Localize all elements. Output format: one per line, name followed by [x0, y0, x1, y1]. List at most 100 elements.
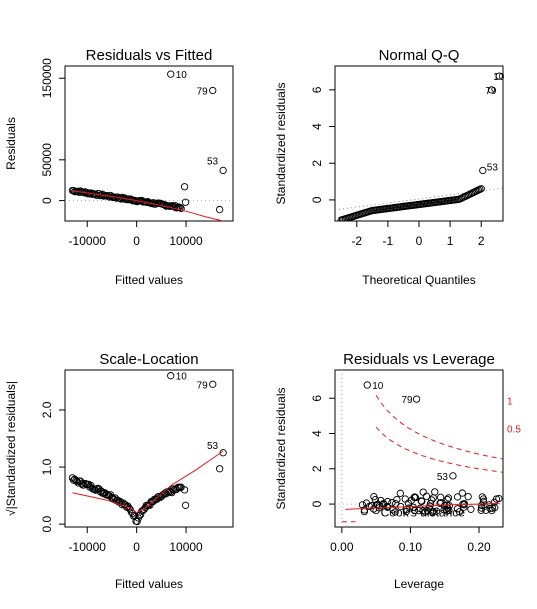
data-point	[396, 489, 404, 497]
x-tick-label: 0	[133, 234, 140, 248]
y-axis-label: Standardized residuals	[274, 387, 288, 509]
x-tick-label: -1	[383, 234, 394, 248]
x-axis-label: Leverage	[394, 577, 444, 591]
point-label-10: 10	[493, 72, 505, 83]
data-point	[444, 494, 453, 502]
x-tick-label: -10000	[69, 540, 107, 554]
data-point	[72, 476, 80, 485]
data-point	[181, 501, 190, 509]
x-tick-label: 0.00	[330, 540, 354, 554]
plot-title: Scale-Location	[99, 351, 198, 368]
data-point	[73, 477, 81, 486]
data-point	[419, 488, 427, 496]
data-point	[453, 493, 462, 501]
panel-4: Residuals vs Leverage Leverage Standardize…	[274, 351, 521, 591]
data-point	[431, 488, 439, 496]
data-point	[216, 465, 224, 473]
data-point	[216, 205, 224, 214]
data-point	[477, 185, 485, 193]
panel-1: Residuals vs Fitted Fitted values Residual…	[4, 47, 234, 287]
plot-frame	[64, 65, 234, 222]
data-point	[180, 183, 189, 191]
x-tick-label: -2	[351, 234, 362, 248]
x-tick-label: 10000	[169, 234, 203, 248]
y-tick-label: 6	[310, 395, 324, 402]
y-tick-label: 4	[310, 430, 324, 437]
data-point	[172, 485, 181, 494]
data-point	[391, 508, 399, 516]
data-point	[371, 495, 379, 504]
data-point	[486, 504, 494, 513]
point-label-79: 79	[485, 86, 497, 97]
x-axis-label: Fitted values	[115, 577, 183, 591]
y-tick-label: 0	[40, 197, 54, 204]
data-point	[481, 502, 489, 510]
point-label-79: 79	[197, 380, 209, 391]
data-point	[125, 504, 133, 512]
plot-title: Normal Q-Q	[379, 47, 460, 64]
data-point	[133, 517, 141, 526]
y-tick-label: 4	[310, 123, 324, 130]
y-tick-label: 0	[310, 196, 324, 203]
plot-frame	[334, 65, 504, 222]
point-label-79: 79	[197, 86, 209, 97]
plot-area	[335, 370, 503, 527]
cooks-distance-legend: Cook's distance	[381, 505, 466, 519]
data-point	[477, 504, 486, 512]
data-point	[407, 496, 416, 504]
labeled-point-53	[219, 166, 227, 175]
labeled-point-79	[487, 86, 496, 94]
point-label-10: 10	[176, 372, 188, 383]
x-tick-label: 10000	[169, 540, 203, 554]
data-point	[181, 198, 190, 206]
data-point	[402, 507, 410, 516]
plot-title: Residuals vs Fitted	[86, 47, 213, 64]
plot-frame	[64, 369, 234, 528]
panel-2: Normal Q-Q Theoretical Quantiles Standardi…	[274, 47, 505, 287]
x-tick-label: -10000	[69, 234, 107, 248]
labeled-point-79	[412, 395, 421, 403]
labeled-point-79	[209, 380, 217, 388]
labeled-point-53	[449, 472, 457, 480]
data-point	[393, 495, 401, 504]
point-label-53: 53	[437, 472, 449, 483]
y-tick-label: 2.0	[40, 401, 54, 418]
data-point	[488, 504, 497, 512]
data-point	[177, 204, 185, 213]
point-label-10: 10	[372, 381, 384, 392]
y-tick-label: 0.0	[40, 515, 54, 532]
data-point	[453, 505, 462, 513]
x-tick-label: 0.10	[399, 540, 423, 554]
smoother-line	[72, 190, 224, 221]
data-point	[445, 502, 453, 510]
data-point	[479, 495, 488, 503]
labeled-point-10	[167, 372, 175, 380]
data-point	[358, 501, 367, 509]
data-point	[135, 511, 144, 520]
point-label-10: 10	[176, 70, 188, 81]
data-point	[437, 498, 445, 507]
x-tick-label: 1	[447, 234, 454, 248]
contour-label-1: 1	[507, 396, 513, 407]
data-point	[482, 506, 490, 514]
y-axis-label: √|Standardized residuals|	[4, 381, 18, 516]
plot-title: Residuals vs Leverage	[343, 351, 495, 368]
y-tick-label: 50000	[40, 143, 54, 177]
data-point	[97, 487, 105, 495]
x-axis-label: Theoretical Quantiles	[362, 273, 475, 287]
data-point	[176, 203, 184, 212]
x-tick-label: 0	[416, 234, 423, 248]
labeled-point-10	[363, 381, 371, 389]
labeled-point-10	[495, 72, 503, 80]
smoother-line	[345, 502, 500, 510]
data-point	[136, 511, 145, 519]
y-tick-label: 6	[310, 86, 324, 93]
y-tick-label: 1.0	[40, 458, 54, 475]
data-point	[360, 506, 369, 514]
labeled-point-53	[479, 166, 487, 175]
data-point	[432, 507, 441, 515]
x-tick-label: 0	[133, 540, 140, 554]
data-point	[418, 497, 426, 506]
data-point	[428, 508, 437, 516]
contour-label-0.5: 0.5	[507, 425, 521, 436]
